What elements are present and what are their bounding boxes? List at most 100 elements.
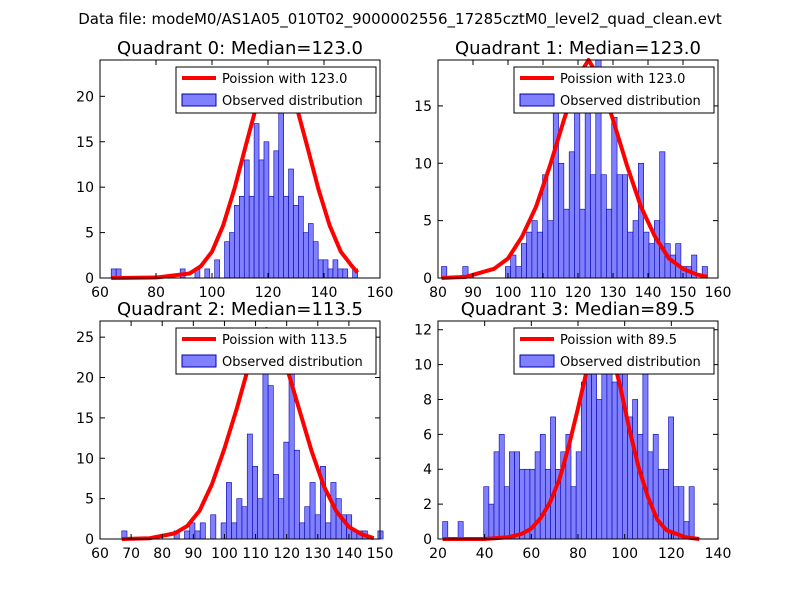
histogram-bar [283, 441, 290, 540]
histogram-bar [303, 232, 309, 279]
histogram-bar [226, 482, 232, 540]
y-tick-label: 10 [414, 358, 432, 374]
histogram-bar [325, 522, 332, 540]
histogram-bar [220, 522, 227, 540]
histogram-bar [611, 117, 618, 279]
histogram-bar [616, 174, 623, 279]
histogram-bar [312, 241, 319, 279]
y-tick-label: 8 [423, 392, 432, 408]
legend: Poission with 113.5 Observed distributio… [175, 327, 377, 375]
histogram-bar [539, 434, 546, 540]
histogram-bar [273, 474, 279, 540]
y-tick-label: 0 [423, 271, 432, 287]
histogram-bar [493, 451, 500, 540]
y-tick-label: 5 [85, 492, 94, 508]
histogram-bar [327, 268, 334, 279]
x-tick-label: 80 [147, 285, 165, 301]
histogram-bar [552, 105, 559, 279]
legend-bar-swatch [181, 93, 217, 107]
histogram-bar [309, 482, 316, 540]
histogram-bar [252, 466, 258, 540]
histogram-bar [267, 385, 274, 540]
legend-bar-swatch [519, 354, 555, 368]
x-tick-label: 150 [670, 285, 697, 301]
legend-bar-label: Observed distribution [222, 355, 363, 370]
x-tick-label: 110 [242, 546, 269, 562]
legend-bar-label: Observed distribution [560, 94, 701, 109]
chart-title: Quadrant 3: Median=89.5 [461, 299, 696, 320]
histogram-bar [652, 434, 659, 540]
histogram-bar [668, 416, 674, 540]
histogram-bar [204, 268, 211, 279]
x-tick-label: 100 [199, 285, 226, 301]
x-tick-label: 60 [91, 285, 109, 301]
histogram-bar [531, 220, 538, 279]
histogram-bar [509, 451, 515, 540]
histogram-bar [580, 381, 587, 540]
y-tick-label: 2 [423, 497, 432, 513]
x-tick-label: 130 [304, 546, 331, 562]
histogram-bar [184, 530, 191, 540]
x-tick-label: 100 [495, 285, 522, 301]
histogram-bar [590, 174, 597, 279]
legend-line-label: Poission with 123.0 [560, 72, 685, 87]
histogram-bar [574, 94, 581, 279]
legend-bar-swatch [519, 93, 555, 107]
legend: Poission with 123.0 Observed distributio… [513, 66, 715, 114]
histogram-bar [229, 232, 235, 279]
x-tick-label: 160 [367, 285, 394, 301]
histogram-bar [503, 486, 510, 540]
histogram-bar [632, 399, 639, 540]
histogram-bar [214, 259, 220, 279]
histogram-bar [568, 151, 575, 279]
histogram-bar [520, 243, 527, 279]
y-tick-label: 5 [423, 214, 432, 230]
histogram-bar [601, 364, 608, 540]
x-tick-label: 130 [600, 285, 627, 301]
legend: Poission with 89.5 Observed distribution [513, 327, 715, 375]
histogram-bar [591, 364, 597, 540]
histogram-bar [268, 195, 275, 279]
histogram-bar [596, 399, 603, 540]
x-tick-label: 40 [476, 546, 494, 562]
histogram-bar [442, 521, 449, 540]
y-tick-label: 0 [85, 532, 94, 548]
histogram-bar [510, 254, 517, 279]
histogram-bar [643, 231, 650, 279]
legend-line-label: Poission with 113.5 [222, 333, 347, 348]
axes: 60 80 100 120 140 160 0 5 10 15 20 [76, 59, 394, 301]
chart-title: Quadrant 1: Median=123.0 [455, 38, 701, 59]
histogram-bar [558, 162, 565, 279]
histogram-bar [257, 498, 264, 540]
figure-suptitle: Data file: modeM0/AS1A05_010T02_90000025… [78, 10, 722, 29]
histogram-bar [298, 195, 304, 279]
y-tick-label: 15 [76, 411, 94, 427]
y-tick-label: 5 [85, 226, 94, 242]
histogram-bar [488, 503, 495, 540]
histogram-bar [570, 486, 577, 540]
histogram-bar [189, 522, 196, 540]
histogram-bar [515, 266, 522, 279]
axes-frame [99, 320, 381, 540]
x-tick-label: 100 [611, 546, 638, 562]
histogram-bar [241, 506, 248, 540]
chart-quadrant-0: Quadrant 0: Median=123.0 60 80 100 120 140 16… [76, 38, 393, 301]
histogram-bar [308, 223, 314, 279]
x-tick-label: 140 [635, 285, 662, 301]
histogram-bar [299, 522, 306, 540]
histogram-bar [547, 220, 554, 279]
histogram-bar [483, 486, 490, 540]
histogram-bar [246, 433, 253, 540]
x-tick-label: 80 [569, 546, 587, 562]
histogram-bar [653, 220, 660, 279]
legend-bar-label: Observed distribution [222, 94, 363, 109]
y-tick-label: 10 [414, 156, 432, 172]
y-tick-label: 25 [76, 330, 94, 346]
histogram-bar [600, 174, 607, 279]
x-tick-label: 150 [367, 546, 394, 562]
histogram-bar [688, 486, 695, 540]
legend-bar-label: Observed distribution [560, 355, 701, 370]
x-tick-label: 160 [705, 285, 732, 301]
histogram-bar [606, 364, 613, 540]
